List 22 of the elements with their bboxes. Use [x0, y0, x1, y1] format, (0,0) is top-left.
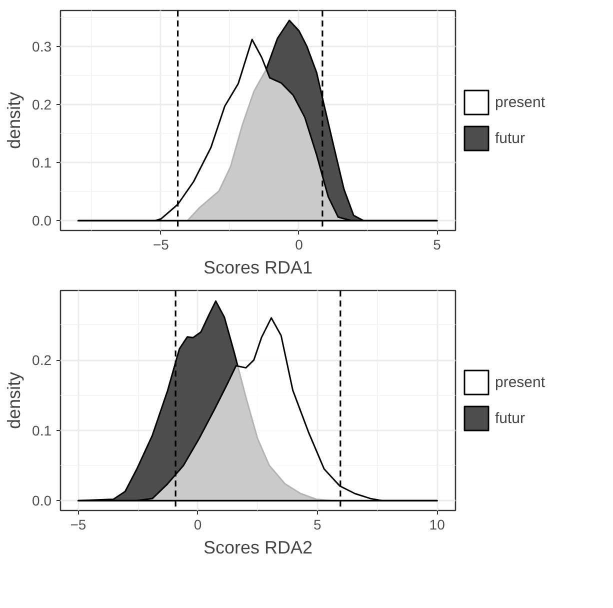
text: present [495, 374, 546, 390]
legend-label: present [495, 94, 546, 110]
y-tick-label: 0.1 [32, 154, 52, 171]
y-axis-title: density [4, 372, 24, 430]
y-tick-label: 0.3 [32, 38, 52, 54]
y-axis-title: density [4, 92, 24, 150]
y-tick-label: 0.0 [32, 492, 52, 509]
x-tick-label: 0 [194, 516, 202, 532]
x-tick-label: 10 [429, 516, 446, 532]
x-tick-label: −5 [70, 516, 86, 532]
x-tick-label: 0 [295, 236, 304, 252]
x-axis-title: Scores RDA1 [203, 258, 313, 278]
y-tick-label: 0.0 [32, 212, 52, 229]
x-tick-label: 5 [433, 236, 442, 252]
x-tick-label: 5 [314, 516, 322, 532]
y-tick-label: 0.2 [32, 352, 52, 368]
text: futur [495, 410, 526, 426]
x-axis-title: Scores RDA2 [203, 538, 313, 558]
x-tick-label: −5 [152, 236, 170, 252]
y-tick-label: 0.1 [32, 422, 52, 438]
legend-label: futur [495, 130, 526, 146]
y-tick-label: 0.2 [32, 96, 52, 113]
